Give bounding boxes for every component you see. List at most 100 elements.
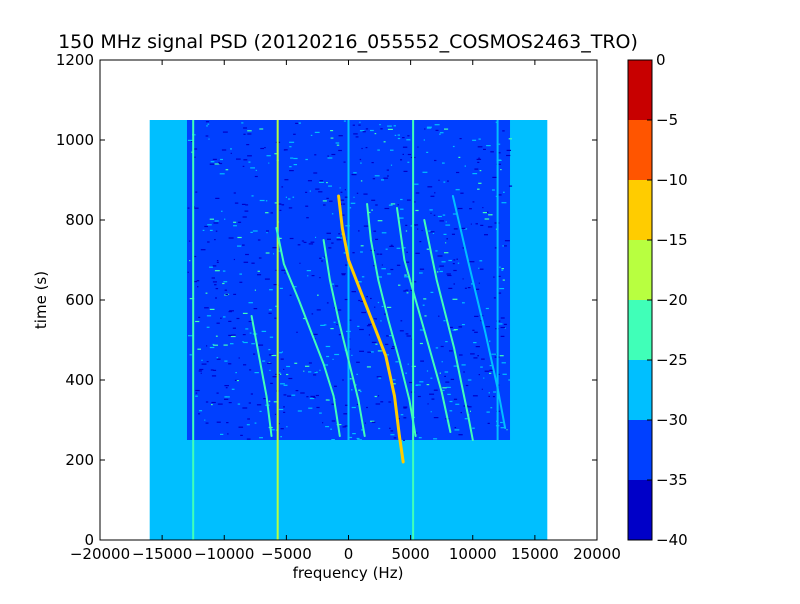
noise-speck xyxy=(198,370,202,372)
noise-speck xyxy=(238,426,244,428)
noise-speck xyxy=(460,192,464,194)
noise-speck xyxy=(195,389,200,392)
noise-speck xyxy=(342,203,346,205)
noise-speck xyxy=(442,214,446,216)
noise-speck xyxy=(209,266,213,268)
noise-speck xyxy=(338,233,340,235)
noise-speck xyxy=(371,421,376,423)
axes: −20000 −15000 −10000 −5000 0 5000 10000 15000 20… xyxy=(56,51,621,563)
noise-speck xyxy=(474,331,478,333)
noise-speck xyxy=(245,253,249,256)
noise-speck xyxy=(398,217,404,219)
noise-speck xyxy=(325,345,331,348)
noise-speck xyxy=(390,164,393,166)
noise-speck xyxy=(352,252,355,254)
noise-speck xyxy=(445,381,450,383)
noise-speck xyxy=(259,199,265,202)
noise-speck xyxy=(195,191,198,193)
noise-speck xyxy=(448,259,452,262)
noise-speck xyxy=(327,155,329,157)
noise-speck xyxy=(490,151,494,153)
colorbar-band xyxy=(628,60,652,120)
noise-speck xyxy=(236,317,240,320)
noise-speck xyxy=(453,228,458,230)
noise-speck xyxy=(426,127,432,129)
noise-speck xyxy=(303,317,306,320)
noise-speck xyxy=(392,346,396,348)
noise-speck xyxy=(273,401,279,403)
noise-speck xyxy=(228,363,232,365)
noise-speck xyxy=(233,258,235,261)
noise-speck xyxy=(253,308,258,310)
noise-speck xyxy=(375,403,381,405)
noise-speck xyxy=(310,395,316,397)
noise-speck xyxy=(213,369,217,371)
noise-speck xyxy=(493,276,495,278)
colorbar-tick-label: −40 xyxy=(656,531,688,549)
noise-speck xyxy=(438,179,440,181)
noise-speck xyxy=(235,372,237,374)
noise-speck xyxy=(400,320,403,322)
noise-speck xyxy=(377,149,380,151)
noise-speck xyxy=(359,121,361,123)
noise-speck xyxy=(215,230,218,232)
noise-speck xyxy=(366,325,371,327)
noise-speck xyxy=(352,124,355,126)
noise-speck xyxy=(216,322,220,324)
noise-speck xyxy=(484,370,490,372)
noise-speck xyxy=(246,144,250,146)
noise-speck xyxy=(281,269,286,271)
noise-speck xyxy=(210,369,214,371)
noise-speck xyxy=(194,207,199,209)
noise-speck xyxy=(216,421,221,423)
noise-speck xyxy=(340,191,343,193)
noise-speck xyxy=(486,145,491,147)
noise-speck xyxy=(419,381,424,383)
noise-speck xyxy=(316,406,320,409)
noise-speck xyxy=(341,273,346,275)
noise-speck xyxy=(360,162,362,164)
noise-speck xyxy=(296,331,298,333)
noise-speck xyxy=(252,230,258,232)
noise-speck xyxy=(430,377,433,379)
noise-speck xyxy=(315,394,319,397)
noise-speck xyxy=(322,200,327,202)
noise-speck xyxy=(360,245,364,247)
noise-speck xyxy=(307,275,309,277)
noise-speck xyxy=(378,427,381,430)
noise-speck xyxy=(230,152,232,154)
noise-speck xyxy=(403,417,407,419)
noise-speck xyxy=(333,321,336,323)
noise-speck xyxy=(361,429,364,431)
noise-speck xyxy=(443,181,446,183)
noise-speck xyxy=(447,393,451,395)
noise-speck xyxy=(489,365,492,367)
noise-speck xyxy=(269,336,274,338)
noise-speck xyxy=(223,316,226,318)
noise-speck xyxy=(479,170,482,172)
noise-speck xyxy=(395,361,399,363)
noise-speck xyxy=(424,315,427,317)
noise-speck xyxy=(371,199,376,201)
noise-speck xyxy=(377,301,380,304)
noise-speck xyxy=(439,132,444,134)
noise-speck xyxy=(222,270,226,272)
noise-speck xyxy=(487,226,493,228)
noise-speck xyxy=(321,260,324,262)
noise-speck xyxy=(477,188,480,190)
noise-speck xyxy=(356,361,360,363)
noise-speck xyxy=(239,273,242,275)
noise-speck xyxy=(419,342,423,345)
noise-speck xyxy=(499,288,505,290)
noise-speck xyxy=(405,333,409,335)
noise-speck xyxy=(307,180,312,182)
noise-speck xyxy=(474,168,479,170)
noise-speck xyxy=(506,429,508,431)
noise-speck xyxy=(336,144,340,146)
noise-speck xyxy=(474,288,480,290)
noise-speck xyxy=(293,133,296,135)
noise-speck xyxy=(251,195,254,197)
noise-speck xyxy=(474,315,479,317)
noise-speck xyxy=(472,173,478,175)
noise-speck xyxy=(192,281,197,283)
